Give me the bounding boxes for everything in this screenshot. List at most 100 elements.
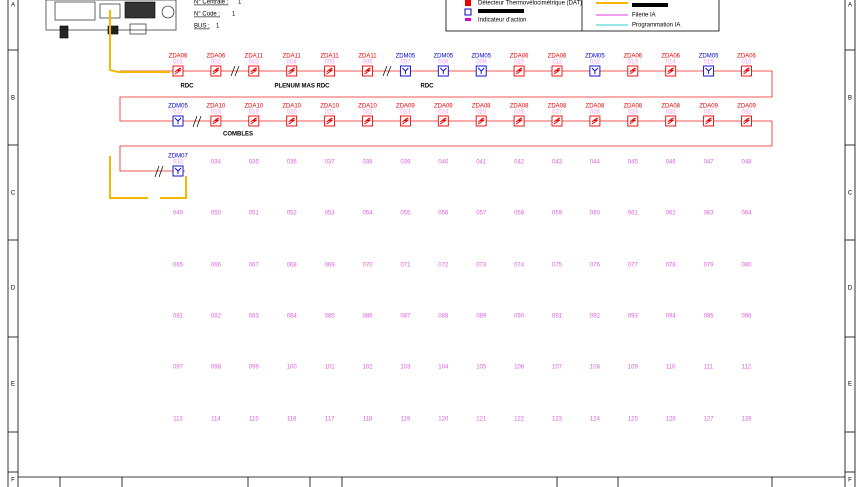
- module-icon: [703, 65, 715, 77]
- address: 023: [400, 110, 411, 116]
- zone-label: RDC: [421, 84, 435, 90]
- zone-code: ZDA06: [169, 54, 188, 60]
- free-address: 079: [704, 263, 715, 269]
- address: 002: [211, 60, 222, 66]
- address: 016: [741, 60, 752, 66]
- free-address: 125: [628, 417, 639, 423]
- detector-icon: [513, 65, 525, 77]
- free-address: 128: [741, 417, 752, 423]
- free-address: 074: [514, 263, 525, 269]
- free-address: 070: [362, 263, 373, 269]
- icon-glyph: [212, 67, 220, 75]
- detector-icon: [475, 115, 487, 127]
- detector-icon: [627, 115, 639, 127]
- row-letter: B: [848, 96, 852, 102]
- row-letter: F: [848, 478, 852, 484]
- zone-code: ZDA06: [737, 54, 756, 60]
- free-address: 107: [552, 365, 563, 371]
- free-address: 053: [325, 211, 336, 217]
- address: 004: [287, 60, 298, 66]
- address: 006: [362, 60, 373, 66]
- free-address: 082: [211, 314, 222, 320]
- free-address: 059: [552, 211, 563, 217]
- row-letter: E: [11, 382, 15, 388]
- free-address: 118: [363, 417, 373, 423]
- legend-label: Indicateur d'action: [478, 18, 527, 24]
- free-address: 061: [628, 211, 639, 217]
- panel-sketch: [45, 0, 177, 39]
- address: 022: [362, 110, 373, 116]
- free-address: 036: [287, 160, 298, 166]
- free-address: 077: [628, 263, 639, 269]
- free-address: 085: [325, 314, 336, 320]
- free-address: 087: [400, 314, 411, 320]
- zone-code: ZDA08: [510, 104, 529, 110]
- free-address: 068: [287, 263, 298, 269]
- free-address: 089: [476, 314, 487, 320]
- zone-code: ZDM05: [396, 54, 416, 60]
- icon-glyph: [174, 117, 182, 124]
- free-address: 037: [325, 160, 336, 166]
- free-address: 042: [514, 160, 525, 166]
- free-address: 045: [628, 160, 639, 166]
- address: 010: [514, 60, 525, 66]
- zone-code: ZDA06: [661, 54, 680, 60]
- detector-icon: [589, 115, 601, 127]
- free-address: 063: [704, 211, 715, 217]
- zone-code: ZDA11: [245, 54, 264, 60]
- zone-code: ZDA09: [396, 104, 415, 110]
- free-address: 080: [741, 263, 752, 269]
- module-icon: [589, 65, 601, 77]
- free-address: 124: [590, 417, 601, 423]
- free-address: 104: [438, 365, 449, 371]
- free-address: 126: [666, 417, 677, 423]
- detector-icon: [286, 65, 298, 77]
- free-address: 114: [211, 417, 221, 423]
- zone-code: ZDA09: [434, 104, 453, 110]
- zone-code: ZDA06: [207, 54, 226, 60]
- free-address: 110: [666, 365, 676, 371]
- icon-glyph: [439, 67, 447, 74]
- free-address: 081: [173, 314, 184, 320]
- detector-icon: [210, 115, 222, 127]
- row-letter: C: [11, 191, 16, 197]
- icon-glyph: [440, 117, 447, 125]
- free-address: 041: [476, 160, 487, 166]
- free-address: 055: [400, 211, 411, 217]
- free-address: 100: [287, 365, 298, 371]
- icon-glyph: [326, 67, 333, 75]
- free-address: 054: [362, 211, 373, 217]
- free-address: 071: [400, 263, 411, 269]
- module-icon: [172, 165, 184, 177]
- icon-glyph: [364, 67, 371, 75]
- icon-glyph: [515, 67, 523, 75]
- zone-code: ZDA08: [548, 104, 567, 110]
- zone-code: ZDA08: [623, 104, 642, 110]
- address: 005: [325, 60, 336, 66]
- free-address: 108: [590, 365, 601, 371]
- detector-icon: [324, 115, 336, 127]
- free-address: 127: [704, 417, 715, 423]
- free-address: 043: [552, 160, 563, 166]
- zone-code: ZDA08: [586, 104, 605, 110]
- free-address: 117: [325, 417, 335, 423]
- free-address: 067: [249, 263, 260, 269]
- detector-icon: [248, 65, 260, 77]
- icon-glyph: [250, 67, 258, 75]
- address: 007: [400, 60, 411, 66]
- address: 032: [741, 110, 752, 116]
- field-value: 1: [232, 12, 236, 18]
- field-value: 1: [238, 0, 242, 6]
- module-icon: [399, 65, 411, 77]
- field-value: 1: [216, 24, 220, 30]
- detector-icon: [362, 65, 373, 77]
- detector-icon: [551, 65, 563, 77]
- address: 009: [476, 60, 487, 66]
- zone-label: COMBLES: [223, 132, 253, 138]
- detector-icon: [703, 115, 715, 127]
- icon-glyph: [402, 117, 409, 125]
- free-address: 066: [211, 263, 222, 269]
- address: 021: [325, 110, 336, 116]
- free-address: 072: [438, 263, 449, 269]
